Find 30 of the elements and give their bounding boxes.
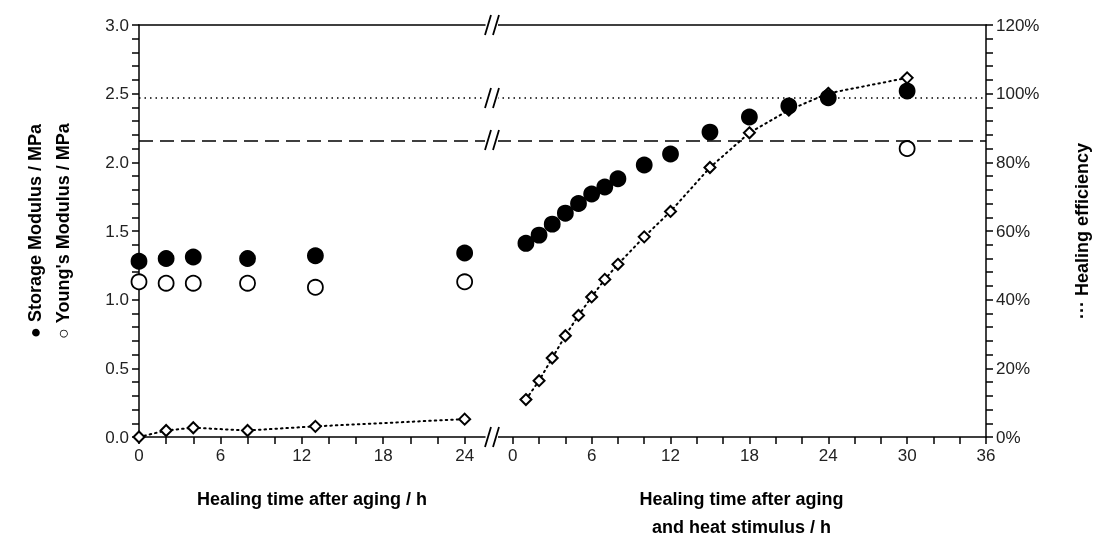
- y-axis-title: ● Storage Modulus / MPa ○ Young's Modulus / MPa: [25, 122, 73, 339]
- y-tick-label: 1.5: [105, 221, 129, 241]
- y-tick-label: 0.5: [105, 358, 129, 378]
- x-tick-label: 6: [215, 446, 226, 465]
- y2-tick-label: 60%: [996, 221, 1031, 241]
- y-tick-label: 2.0: [105, 152, 129, 172]
- x-tick-label: 6: [586, 446, 597, 465]
- x-axis-title: Healing time after aging / h: [196, 489, 428, 509]
- x-tick-label: 24: [455, 446, 475, 465]
- y-tick-label: 3.0: [105, 15, 129, 35]
- y-tick-label: 1.0: [105, 290, 129, 310]
- y2-tick-label: 120%: [996, 15, 1040, 35]
- y-tick-label: 0.0: [105, 427, 129, 447]
- y-tick-label: 2.5: [105, 84, 129, 104]
- y2-tick-label: 100%: [996, 84, 1040, 104]
- x-tick-label: 0: [508, 446, 518, 465]
- y2-tick-label: 0%: [996, 427, 1021, 447]
- x-tick-label: 12: [661, 446, 680, 465]
- x-tick-label: 18: [739, 446, 759, 465]
- x-tick-label: 30: [897, 446, 917, 465]
- y2-tick-label: 20%: [996, 358, 1031, 378]
- x-tick-label: 18: [373, 446, 393, 465]
- x-tick-label: 24: [818, 446, 838, 465]
- x-axis-title: Healing time after aging and heat stimulus / h: [639, 489, 844, 537]
- x-tick-label: 0: [134, 446, 144, 465]
- y2-axis-title: ··· Healing efficiency: [1072, 142, 1092, 320]
- y2-tick-label: 40%: [996, 290, 1031, 310]
- y2-tick-label: 80%: [996, 152, 1031, 172]
- x-tick-label: 36: [976, 446, 996, 465]
- x-tick-label: 12: [292, 446, 312, 465]
